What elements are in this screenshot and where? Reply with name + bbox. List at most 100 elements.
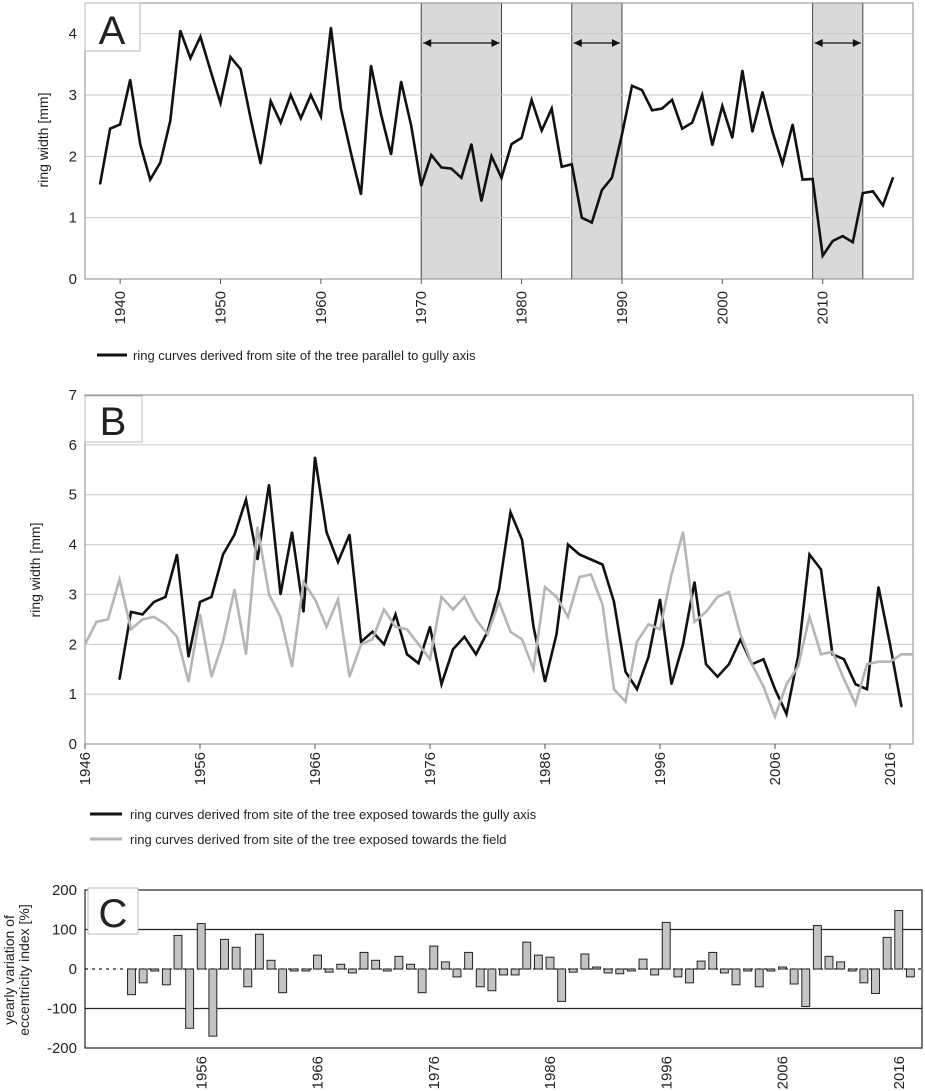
bar (440, 961, 450, 970)
panel-a-legend: ring curves derived from site of the tre… (97, 348, 476, 363)
data-point (139, 143, 142, 145)
bar (499, 968, 508, 976)
data-point (429, 658, 431, 661)
x-tick-label: 2016 (882, 752, 899, 785)
bar (487, 968, 497, 992)
x-tick-label: 1986 (542, 1056, 559, 1089)
period-arrow-head-left-1 (573, 39, 582, 47)
bar (429, 945, 439, 970)
data-point (222, 553, 224, 556)
y-tick-label: 5 (69, 487, 77, 504)
data-point (420, 184, 423, 187)
y-tick-label: 7 (69, 387, 77, 404)
bar (173, 934, 183, 970)
bar (324, 968, 334, 973)
data-point (647, 623, 650, 626)
data-point (129, 78, 132, 81)
x-tick-label: 1966 (310, 1056, 327, 1089)
bar (661, 921, 671, 970)
bar (220, 938, 229, 970)
x-tick-label: 1950 (212, 291, 229, 324)
bar (406, 963, 415, 970)
data-point (291, 531, 293, 534)
data-point (761, 91, 764, 93)
x-tick-label: 2000 (714, 291, 731, 324)
data-point (693, 581, 696, 583)
x-tick-label: 1980 (514, 291, 531, 324)
bar (545, 956, 555, 970)
y-tick-label: -100 (47, 1001, 77, 1018)
bar (894, 910, 904, 970)
bar (801, 968, 811, 1008)
panel-c: -200 -100 0 100 200 1956 1966 1976 1986 1996 2006 2… (47, 882, 923, 1089)
data-point (360, 640, 362, 643)
y-tick-label: 6 (69, 437, 77, 454)
data-point (440, 596, 443, 598)
data-point (440, 166, 443, 169)
data-point (785, 683, 788, 686)
panel-b-letter-box: B (84, 395, 143, 444)
data-point (417, 643, 420, 646)
data-point (509, 511, 512, 514)
data-point (239, 68, 242, 71)
y-tick-label: 0 (69, 736, 77, 753)
bar (417, 968, 427, 994)
data-point (360, 193, 362, 196)
data-point (470, 143, 473, 145)
data-point (222, 640, 224, 643)
data-point (348, 675, 351, 678)
y-tick-label: 200 (52, 882, 77, 899)
data-point (889, 643, 891, 646)
data-point (578, 553, 581, 556)
data-point (861, 192, 864, 195)
data-point (259, 162, 262, 165)
period-arrow-head-left-2 (814, 39, 823, 47)
data-point (450, 167, 453, 170)
data-point (269, 100, 272, 103)
x-tick-label: 2016 (891, 1056, 908, 1089)
data-point (394, 613, 397, 616)
bar (882, 936, 892, 970)
bar (336, 963, 346, 970)
data-point (199, 35, 202, 38)
panel-b-y-axis-label: ring width [mm] (27, 523, 43, 618)
x-tick-label: 1996 (652, 752, 669, 785)
data-point (659, 598, 661, 601)
bar (359, 951, 369, 970)
data-point (229, 56, 232, 58)
data-point (854, 703, 857, 706)
bar (673, 968, 683, 978)
data-point (821, 254, 824, 257)
data-point (636, 640, 638, 643)
data-point (550, 107, 553, 110)
data-point (520, 137, 523, 139)
data-point (302, 581, 305, 583)
data-point (187, 680, 190, 683)
y-tick-label: 1 (69, 210, 77, 227)
data-point (141, 618, 144, 621)
data-point (892, 176, 894, 179)
x-tick-label: 2010 (815, 291, 832, 324)
bar (719, 968, 729, 974)
panel-a: 0 1 2 3 4 1940 1950 1960 1970 1980 1990 2000 2010 (69, 2, 914, 324)
data-point (877, 586, 880, 588)
data-point (521, 538, 523, 541)
data-point (153, 615, 155, 618)
data-point (728, 663, 730, 666)
bar (161, 968, 171, 986)
data-point (801, 178, 804, 181)
panel-b-legend-label-gully: ring curves derived from site of the tre… (130, 807, 537, 822)
period-arrow-head-right-2 (852, 39, 861, 47)
data-point (210, 675, 213, 678)
data-point (107, 618, 109, 621)
panel-a-letter-box: A (84, 2, 141, 53)
data-point (711, 144, 714, 147)
data-point (659, 628, 661, 631)
data-point (762, 658, 765, 661)
data-point (109, 127, 111, 130)
data-point (130, 628, 132, 631)
data-point (509, 630, 512, 633)
data-point (808, 615, 811, 618)
bar (592, 966, 601, 970)
data-point (325, 625, 328, 628)
